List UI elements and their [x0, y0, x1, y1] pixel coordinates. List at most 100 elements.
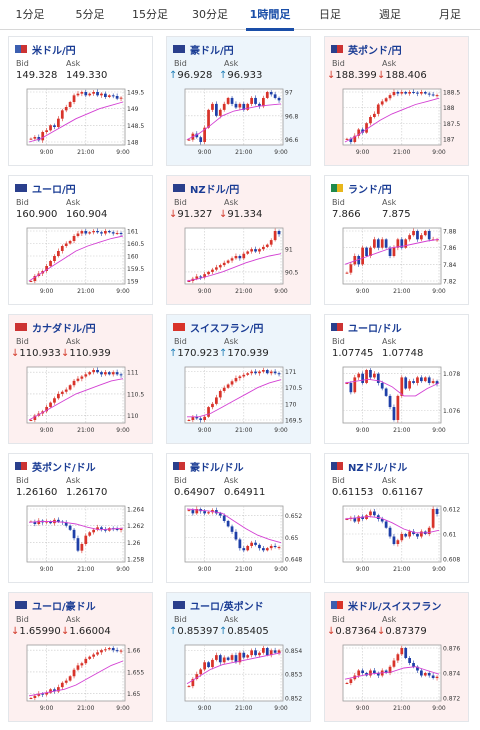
candle: [72, 669, 76, 677]
mini-chart[interactable]: 1.264 1.262 1.26 1.258 9:00 21:00 9:00: [15, 502, 146, 578]
candle: [195, 416, 199, 419]
mini-chart[interactable]: 0.854 0.853 0.852 9:00 21:00 9:00: [173, 641, 304, 717]
tab-6[interactable]: 週足: [379, 8, 401, 21]
mini-chart[interactable]: 0.876 0.874 0.872 9:00 21:00 9:00: [331, 641, 462, 717]
candle: [361, 129, 364, 133]
pair-name[interactable]: 英ポンド/ドル: [32, 462, 96, 474]
rate-card[interactable]: 米ドル/スイスフラン Bid Ask ↓0.87364 ↓0.87379 0.876 0.8…: [324, 592, 469, 722]
tab-4[interactable]: 1時間足: [240, 0, 300, 31]
mini-chart[interactable]: 1.078 1.076 9:00 21:00 9:00: [331, 363, 462, 439]
ask-value: ↓110.939: [61, 348, 111, 359]
mini-chart[interactable]: 171 170.5 170 169.5 9:00 21:00 9:00: [173, 363, 304, 439]
mini-chart[interactable]: 111 110.5 110 9:00 21:00 9:00: [15, 363, 146, 439]
candle: [230, 258, 234, 261]
pair-name[interactable]: 豪ドル/円: [190, 45, 234, 57]
rate-card[interactable]: ユーロ/豪ドル Bid Ask ↓1.65990 ↓1.66004 1.66 1.655 1.…: [8, 592, 153, 722]
candle: [246, 373, 250, 375]
candle: [119, 650, 123, 652]
mini-chart[interactable]: 97 96.8 96.6 9:00 21:00 9:00: [173, 85, 304, 161]
rate-card[interactable]: 豪ドル/ドル Bid Ask 0.64907 0.64911 0.652 0.65 0.648…: [166, 453, 311, 583]
card-header: ランド/円: [331, 181, 392, 196]
card-header: スイスフラン/円: [173, 320, 264, 335]
pair-name[interactable]: NZドル/円: [190, 184, 240, 196]
tab-1[interactable]: 5分足: [75, 8, 105, 21]
candle: [238, 103, 242, 108]
mini-chart[interactable]: 91 90.5 9:00 21:00 9:00: [173, 224, 304, 300]
pair-name[interactable]: 英ポンド/円: [348, 45, 402, 57]
candle: [100, 372, 103, 375]
pair-name[interactable]: 米ドル/スイスフラン: [348, 601, 442, 613]
rate-card[interactable]: ユーロ/ドル Bid Ask 1.07745 1.07748 1.078 1.076 9:00…: [324, 314, 469, 444]
candle: [49, 521, 52, 524]
rate-card[interactable]: カナダドル/円 Bid Ask ↓110.933 ↓110.939 111 110.5 110…: [8, 314, 153, 444]
pair-name[interactable]: 米ドル/円: [32, 45, 76, 57]
candle: [258, 652, 261, 656]
x-tick-label: 9:00: [356, 149, 370, 156]
bid-value: ↓0.87364: [327, 626, 377, 637]
y-tick-label: 0.853: [285, 672, 302, 679]
candle: [45, 130, 48, 132]
pair-name[interactable]: ユーロ/豪ドル: [32, 601, 96, 613]
arrow-down-icon: ↓: [377, 70, 386, 81]
candle: [68, 385, 72, 390]
rate-card[interactable]: NZドル/円 Bid Ask ↓91.327 ↓91.334 91 90.5 9:00 21:0…: [166, 175, 311, 305]
card-header: ユーロ/豪ドル: [15, 598, 96, 613]
mini-chart[interactable]: 149.5 149 148.5 148 9:00 21:00 9:00: [15, 85, 146, 161]
candle: [408, 235, 411, 240]
rate-card[interactable]: 米ドル/円 Bid Ask 149.328 149.330 149.5 149 148.5 14…: [8, 36, 153, 166]
candle: [203, 127, 206, 142]
candle: [250, 249, 253, 252]
pair-name[interactable]: ランド/円: [348, 184, 392, 196]
mini-chart[interactable]: 7.88 7.86 7.84 7.82 9:00 21:00 9:00: [331, 224, 462, 300]
pair-name[interactable]: ユーロ/ドル: [348, 323, 402, 335]
candle: [88, 656, 92, 659]
mini-chart[interactable]: 188.5 188 187.5 187 9:00 21:00 9:00: [331, 85, 462, 161]
mini-chart[interactable]: 1.66 1.655 1.65 9:00 21:00 9:00: [15, 641, 146, 717]
pair-name[interactable]: スイスフラン/円: [190, 323, 264, 335]
rate-card[interactable]: 英ポンド/円 Bid Ask ↓188.399 ↓188.406 188.5 188 187.…: [324, 36, 469, 166]
mini-chart[interactable]: 0.612 0.61 0.608 9:00 21:00 9:00: [331, 502, 462, 578]
candle: [107, 95, 111, 97]
pair-name[interactable]: 豪ドル/ドル: [190, 462, 244, 474]
candle: [376, 373, 380, 383]
pair-name[interactable]: ユーロ/英ポンド: [190, 601, 264, 613]
candle: [96, 527, 99, 530]
candle: [100, 93, 103, 96]
mini-chart[interactable]: 0.652 0.65 0.648 9:00 21:00 9:00: [173, 502, 304, 578]
tab-3[interactable]: 30分足: [192, 8, 228, 21]
candle: [412, 663, 415, 667]
y-tick-label: 0.852: [285, 696, 302, 703]
pair-name[interactable]: NZドル/ドル: [348, 462, 408, 474]
candle: [400, 648, 404, 655]
candle: [254, 650, 257, 656]
chart-svg: 0.612 0.61 0.608 9:00 21:00 9:00: [342, 505, 460, 573]
y-tick-label: 96.8: [285, 113, 299, 120]
candle: [80, 92, 84, 94]
tab-7[interactable]: 月足: [439, 8, 461, 21]
rate-card[interactable]: 英ポンド/ドル Bid Ask 1.26160 1.26170 1.264 1.262 1.2…: [8, 453, 153, 583]
pair-name[interactable]: カナダドル/円: [32, 323, 96, 335]
rate-card[interactable]: ユーロ/英ポンド Bid Ask ↑0.85397 ↑0.85405 0.854 0.853…: [166, 592, 311, 722]
rate-card[interactable]: NZドル/ドル Bid Ask 0.61153 0.61167 0.612 0.61 0.60…: [324, 453, 469, 583]
candle: [68, 241, 72, 244]
tab-0[interactable]: 1分足: [15, 8, 45, 21]
rate-card[interactable]: ユーロ/円 Bid Ask 160.900 160.904 161 160.5 160 159.…: [8, 175, 153, 305]
rate-card[interactable]: ランド/円 Bid Ask 7.866 7.875 7.88 7.86 7.84 7.82 9:0…: [324, 175, 469, 305]
x-tick-label: 9:00: [198, 149, 212, 156]
x-tick-label: 21:00: [77, 427, 94, 434]
candle: [427, 231, 431, 240]
flag-icon: [15, 184, 27, 192]
tab-5[interactable]: 日足: [319, 8, 341, 21]
candle: [361, 373, 364, 383]
rate-card[interactable]: 豪ドル/円 Bid Ask ↑96.928 ↑96.933 97 96.8 96.6 9:00 2…: [166, 36, 311, 166]
arrow-down-icon: ↓: [11, 626, 20, 637]
chart-svg: 111 110.5 110 9:00 21:00 9:00: [26, 366, 144, 434]
candle: [269, 650, 273, 656]
rate-card[interactable]: スイスフラン/円 Bid Ask ↑170.923 ↑170.939 171 170.5 17…: [166, 314, 311, 444]
card-header: 米ドル/スイスフラン: [331, 598, 442, 613]
tab-2[interactable]: 15分足: [132, 8, 168, 21]
mini-chart[interactable]: 161 160.5 160 159.5 159 9:00 21:00 9:00: [15, 224, 146, 300]
candle: [242, 253, 246, 259]
pair-name[interactable]: ユーロ/円: [32, 184, 76, 196]
candle: [345, 519, 349, 520]
